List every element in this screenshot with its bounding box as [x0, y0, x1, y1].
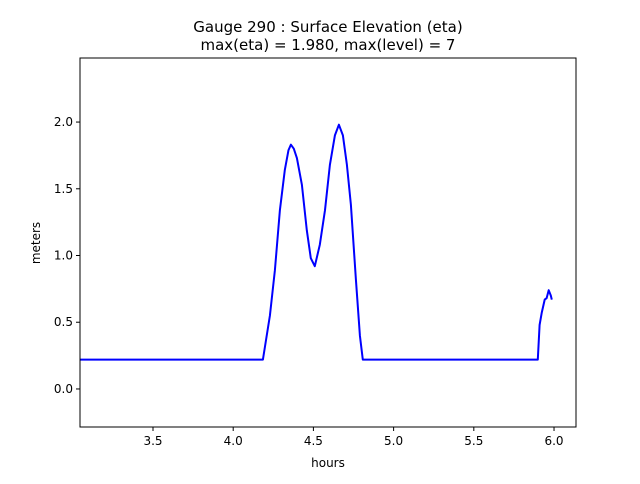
y-tick-label: 0.5 — [54, 315, 73, 329]
x-tick-label: 3.5 — [143, 434, 162, 448]
y-tick-label: 2.0 — [54, 115, 73, 129]
x-tick-label: 4.5 — [304, 434, 323, 448]
chart-title-line1: Gauge 290 : Surface Elevation (eta) — [193, 18, 462, 36]
axes-frame — [79, 57, 577, 428]
series-line-eta — [80, 123, 553, 361]
y-tick-label: 1.0 — [54, 249, 73, 263]
plot-area — [80, 123, 553, 361]
x-tick-label: 4.0 — [224, 434, 243, 448]
chart-title-line2: max(eta) = 1.980, max(level) = 7 — [201, 36, 456, 54]
y-axis-label: meters — [29, 222, 43, 264]
x-axis-label: hours — [311, 456, 345, 470]
y-tick-label: 1.5 — [54, 182, 73, 196]
y-tick-label: 0.0 — [54, 382, 73, 396]
x-tick-label: 6.0 — [544, 434, 563, 448]
x-tick-label: 5.0 — [384, 434, 403, 448]
x-tick-label: 5.5 — [464, 434, 483, 448]
